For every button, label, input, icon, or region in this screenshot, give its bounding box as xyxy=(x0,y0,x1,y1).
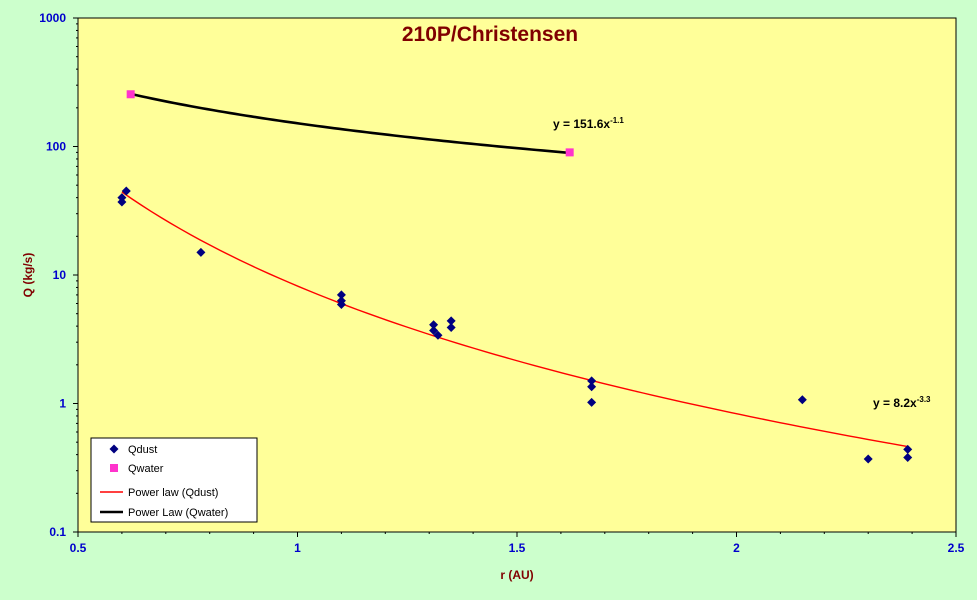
annotation-dust-exponent: -3.3 xyxy=(917,395,931,404)
legend-fit-dust-label: Power law (Qdust) xyxy=(128,487,218,499)
qdust-point xyxy=(903,452,913,462)
annotation-dust-fit: y = 8.2x-3.3 xyxy=(873,395,931,410)
y-tick-label: 0.1 xyxy=(49,525,66,539)
x-axis: 0.5 1 1.5 2 2.5 xyxy=(70,532,965,555)
qdust-point xyxy=(429,325,439,335)
legend-box xyxy=(90,437,258,523)
y-tick-label: 1000 xyxy=(39,11,66,25)
qdust-point xyxy=(587,376,597,386)
legend-fit-water-label: Power Law (Qwater) xyxy=(128,507,228,519)
x-tick-label: 1 xyxy=(294,541,301,555)
data-markers xyxy=(117,90,913,464)
legend: Qdust Qwater Power law (Qdust) Power Law… xyxy=(90,437,258,523)
x-tick-label: 2.5 xyxy=(948,541,965,555)
legend-qdust-marker xyxy=(109,444,119,454)
annotation-water-text: y = 151.6x xyxy=(553,117,610,131)
annotation-water-exponent: -1.1 xyxy=(610,116,624,125)
qwater-point xyxy=(565,148,574,157)
qdust-point xyxy=(336,299,346,309)
y-tick-label: 100 xyxy=(46,140,66,154)
x-axis-label: r (AU) xyxy=(500,568,533,582)
qdust-point xyxy=(336,290,346,300)
fit-line-qdust xyxy=(121,191,908,448)
legend-qwater-marker xyxy=(110,464,118,472)
y-tick-label: 1 xyxy=(59,397,66,411)
qwater-point xyxy=(126,90,135,99)
qdust-point xyxy=(903,444,913,454)
legend-qdust-label: Qdust xyxy=(128,444,157,456)
annotation-dust-text: y = 8.2x xyxy=(873,396,917,410)
qdust-point xyxy=(863,454,873,464)
y-axis: 0.1 1 10 100 1000 xyxy=(39,11,78,539)
qdust-point xyxy=(117,193,127,203)
annotation-water-fit: y = 151.6x-1.1 xyxy=(553,116,624,131)
y-tick-label: 10 xyxy=(53,268,67,282)
qdust-point xyxy=(587,382,597,392)
qdust-point xyxy=(797,395,807,405)
qdust-point xyxy=(446,323,456,333)
x-tick-label: 2 xyxy=(733,541,740,555)
x-tick-label: 1.5 xyxy=(509,541,526,555)
chart-title: 210P/Christensen xyxy=(402,23,578,46)
qdust-point xyxy=(587,397,597,407)
qdust-point xyxy=(121,186,131,196)
qdust-point xyxy=(429,320,439,330)
qdust-point xyxy=(446,316,456,326)
y-axis-label: Q (kg/s) xyxy=(21,253,35,298)
x-tick-label: 0.5 xyxy=(70,541,87,555)
qdust-point xyxy=(196,247,206,257)
qdust-point xyxy=(433,330,443,340)
fit-line-qwater xyxy=(130,92,570,155)
fit-lines xyxy=(121,92,908,448)
legend-qwater-label: Qwater xyxy=(128,463,164,475)
